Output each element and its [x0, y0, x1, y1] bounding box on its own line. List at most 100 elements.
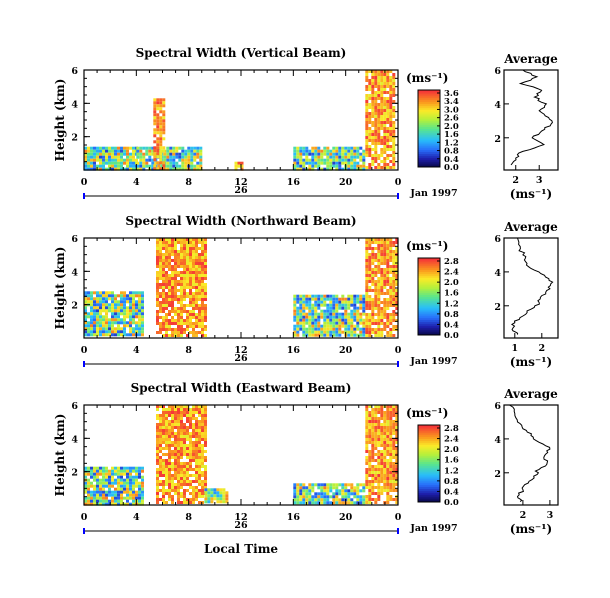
heatmap-cell — [323, 324, 327, 328]
heatmap-cell — [138, 481, 141, 485]
heatmap-cell — [159, 122, 163, 126]
heatmap-cell — [87, 481, 90, 485]
heatmap-cell — [302, 161, 306, 165]
heatmap-cell — [189, 414, 192, 417]
heatmap-cell — [201, 313, 204, 316]
heatmap-cell — [102, 472, 105, 476]
heatmap-cell — [392, 127, 396, 130]
heatmap-cell — [198, 414, 201, 417]
heatmap-cell — [386, 109, 390, 112]
heatmap-cell — [136, 155, 140, 159]
heatmap-cell — [159, 292, 162, 295]
heatmap-cell — [380, 271, 384, 274]
heatmap-cell — [168, 465, 171, 468]
heatmap-cell — [168, 280, 171, 283]
heatmap-cell — [380, 250, 384, 253]
heatmap-cell — [151, 152, 155, 156]
heatmap-cell — [120, 318, 123, 322]
heatmap-cell — [186, 477, 189, 480]
heatmap-cell — [168, 498, 171, 501]
heatmap-cell — [174, 310, 177, 313]
heatmap-cell — [183, 283, 186, 286]
heatmap-cell — [377, 462, 381, 465]
heatmap-cell — [180, 468, 183, 471]
heatmap-cell — [302, 306, 306, 310]
heatmap-cell — [193, 155, 197, 159]
heatmap-cell — [186, 405, 189, 408]
heatmap-cell — [165, 492, 168, 495]
heatmap-cell — [108, 161, 111, 165]
heatmap-cell — [371, 450, 375, 453]
heatmap-cell — [386, 468, 390, 471]
heatmap-cell — [371, 453, 375, 456]
heatmap-cell — [99, 164, 102, 168]
heatmap-cell — [365, 450, 369, 453]
heatmap-cell — [186, 474, 189, 477]
heatmap-cell — [335, 486, 339, 490]
heatmap-cell — [123, 312, 126, 316]
heatmap-cell — [368, 471, 372, 474]
heatmap-cell — [371, 163, 375, 166]
heatmap-cell — [329, 303, 333, 307]
heatmap-cell — [320, 489, 324, 493]
heatmap-cell — [186, 295, 189, 298]
heatmap-cell — [156, 438, 159, 441]
heatmap-cell — [195, 268, 198, 271]
heatmap-cell — [380, 429, 384, 432]
colorbar-segment — [418, 329, 440, 332]
heatmap-cell — [192, 331, 195, 334]
heatmap-cell — [102, 496, 105, 500]
heatmap-cell — [296, 327, 300, 331]
heatmap-cell — [195, 408, 198, 411]
heatmap-cell — [338, 498, 342, 502]
heatmap-cell — [120, 333, 123, 337]
heatmap-cell — [314, 318, 318, 322]
heatmap-cell — [168, 250, 171, 253]
heatmap-cell — [171, 334, 174, 337]
heatmap-cell — [99, 472, 102, 476]
heatmap-cell — [374, 420, 378, 423]
heatmap-cell — [377, 79, 381, 82]
heatmap-cell — [159, 247, 162, 250]
heatmap-cell — [108, 475, 111, 479]
heatmap-cell — [105, 466, 108, 470]
heatmap-cell — [353, 167, 357, 171]
heatmap-cell — [329, 294, 333, 298]
heatmap-cell — [389, 130, 393, 133]
heatmap-cell — [171, 486, 174, 489]
heatmap-cell — [162, 462, 165, 465]
heatmap-cell — [153, 164, 157, 168]
heatmap-cell — [395, 277, 399, 280]
heatmap-cell — [356, 324, 360, 328]
heatmap-cell — [386, 423, 390, 426]
heatmap-cell — [302, 489, 306, 493]
heatmap-cell — [365, 420, 369, 423]
heatmap-cell — [383, 106, 387, 109]
heatmap-cell — [335, 155, 339, 159]
y-axis-label: Height (km) — [53, 79, 67, 162]
heatmap-cell — [386, 121, 390, 124]
heatmap-cell — [392, 292, 396, 295]
heatmap-cell — [93, 324, 96, 328]
heatmap-cell — [392, 265, 396, 268]
heatmap-cell — [377, 417, 381, 420]
heatmap-cell — [99, 490, 102, 494]
heatmap-cell — [204, 313, 207, 316]
heatmap-cell — [380, 423, 384, 426]
heatmap-cell — [341, 306, 345, 310]
heatmap-cell — [389, 313, 393, 316]
heatmap-cell — [174, 268, 177, 271]
heatmap-cell — [204, 486, 207, 489]
colorbar-tick-label: 0.8 — [444, 147, 459, 157]
heatmap-cell — [314, 161, 318, 165]
heatmap-cell — [210, 494, 214, 498]
heatmap-cell — [323, 297, 327, 301]
heatmap-cell — [117, 164, 120, 168]
heatmap-cell — [356, 300, 360, 304]
heatmap-cell — [162, 498, 165, 501]
heatmap-cell — [308, 309, 312, 313]
heatmap-cell — [335, 158, 339, 162]
heatmap-cell — [138, 487, 141, 491]
heatmap-cell — [368, 274, 372, 277]
heatmap-cell — [129, 475, 132, 479]
